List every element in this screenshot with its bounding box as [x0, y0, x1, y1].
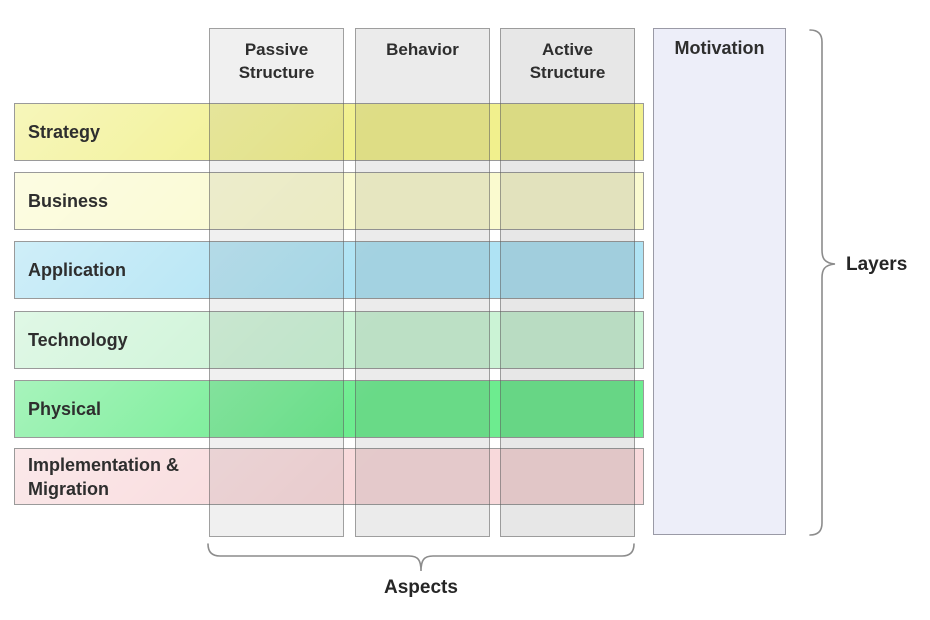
layer-row-physical: Physical: [14, 380, 644, 438]
aspect-column-passive-structure: Passive Structure: [209, 28, 344, 537]
layer-label-physical: Physical: [28, 399, 102, 419]
aspect-label-passive-structure: Passive Structure: [238, 40, 315, 82]
aspect-label-active-structure: Active Structure: [529, 40, 606, 82]
layer-label-strategy: Strategy: [28, 122, 101, 142]
aspects-annotation: Aspects: [384, 577, 458, 598]
aspect-column-behavior: Behavior: [355, 28, 490, 537]
aspects-brace: [207, 543, 635, 572]
layers-brace: [809, 29, 836, 536]
motivation-label: Motivation: [674, 38, 765, 58]
layer-label-implementation-migration: Implementation & Migration: [28, 454, 180, 499]
layer-row-business: Business: [14, 172, 644, 230]
motivation-column: Motivation: [653, 28, 786, 535]
aspect-column-active-structure: Active Structure: [500, 28, 635, 537]
aspect-label-behavior: Behavior: [386, 40, 459, 59]
layer-row-strategy: Strategy: [14, 103, 644, 161]
layer-label-business: Business: [28, 191, 109, 211]
layer-row-implementation-migration: Implementation & Migration: [14, 448, 644, 505]
layer-label-technology: Technology: [28, 330, 128, 350]
layer-row-technology: Technology: [14, 311, 644, 369]
layers-annotation: Layers: [846, 254, 908, 275]
layer-label-application: Application: [28, 260, 126, 280]
layer-row-application: Application: [14, 241, 644, 299]
